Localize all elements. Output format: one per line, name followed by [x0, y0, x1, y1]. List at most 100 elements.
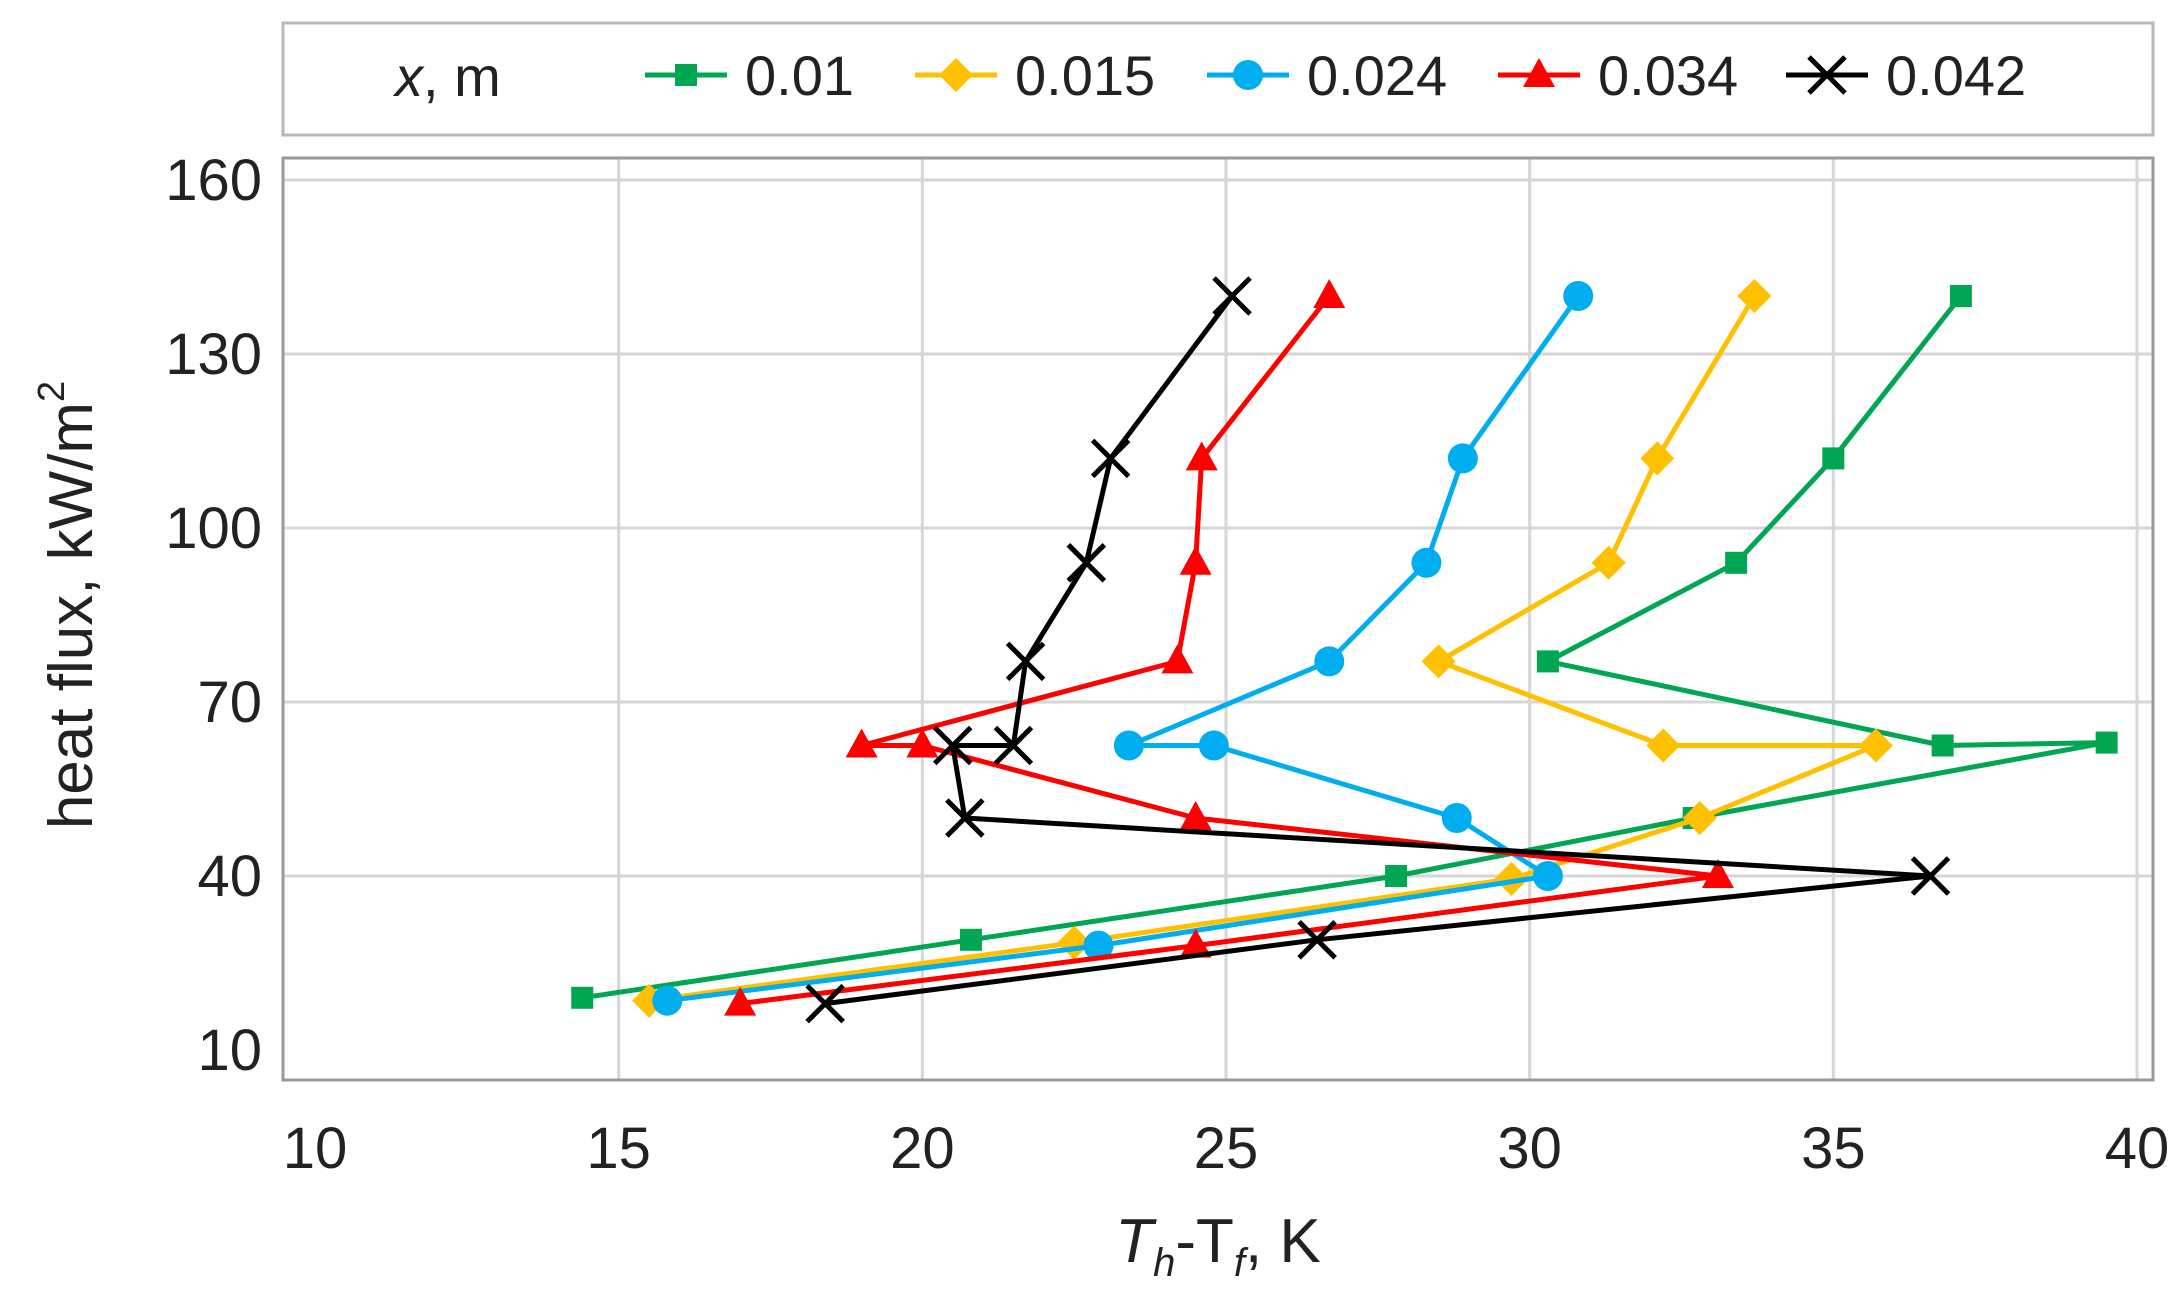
legend-marker: [1807, 55, 1847, 95]
data-point: [1949, 285, 1972, 307]
data-point: [2095, 731, 2118, 754]
data-point: [1161, 644, 1194, 674]
y-title-main: heat flux, kW/m: [37, 402, 106, 829]
data-point: [1179, 801, 1212, 830]
data-point: [1910, 856, 1951, 896]
x-marker-stroke: [932, 725, 973, 766]
data-point: [1701, 859, 1734, 888]
x-axis-title: Th-Tf, K: [1115, 1207, 1321, 1285]
legend: x, m 0.01 0.015 0.024 0.034 0.042: [281, 21, 2155, 137]
x-marker-stroke: [1066, 543, 1107, 583]
x-tick-label: 10: [283, 1116, 348, 1181]
data-point: [1313, 279, 1346, 308]
x-tick-label: 20: [890, 1116, 955, 1181]
y-tick-label: 130: [165, 322, 262, 387]
data-point: [1532, 861, 1563, 891]
data-point: [1411, 547, 1442, 578]
legend-item-0.034: 0.034: [1498, 44, 1738, 107]
legend-item-0.01: 0.01: [645, 44, 854, 107]
series-0.024: [652, 281, 1594, 1016]
legend-item-0.024: 0.024: [1207, 44, 1447, 107]
x-marker-stroke: [1297, 920, 1337, 960]
series-line: [739, 294, 1721, 1007]
data-point: [1113, 730, 1144, 761]
legend-title-var: x: [392, 45, 425, 108]
series-0.01: [571, 285, 2118, 1009]
data-point: [1297, 920, 1337, 960]
x-title-sub1: h: [1153, 1241, 1175, 1285]
y-axis-ticks: 10 40 70 100 130 160: [165, 148, 262, 1083]
legend-label: 0.01: [745, 44, 854, 107]
data-point: [1083, 930, 1114, 961]
data-point: [571, 986, 594, 1009]
data-point: [1314, 646, 1345, 677]
data-point: [1185, 441, 1218, 471]
y-tick-label: 160: [165, 148, 262, 213]
x-tick-label: 35: [1801, 1116, 1866, 1181]
data-point: [945, 798, 985, 838]
data-point: [1090, 438, 1131, 479]
y-tick-label: 10: [197, 1018, 262, 1083]
legend-marker: [1233, 60, 1263, 90]
y-tick-label: 70: [197, 670, 262, 735]
series-line: [824, 294, 1933, 1007]
legend-title: x, m: [392, 45, 501, 108]
data-point: [1591, 545, 1626, 580]
x-tick-label: 25: [1194, 1116, 1259, 1181]
legend-label: 0.024: [1307, 44, 1447, 107]
x-marker-stroke: [805, 983, 845, 1024]
x-marker-stroke: [1910, 856, 1951, 896]
x-title-unit: , K: [1245, 1207, 1321, 1276]
legend-label: 0.042: [1886, 44, 2026, 107]
y-tick-label: 40: [197, 844, 262, 909]
x-title-main: T: [1115, 1207, 1157, 1276]
legend-marker: [939, 58, 973, 92]
y-axis-title: heat flux, kW/m2: [31, 381, 106, 829]
data-point: [1005, 641, 1046, 682]
x-tick-label: 40: [2105, 1116, 2170, 1181]
legend-items: 0.01 0.015 0.024 0.034 0.042: [645, 44, 2026, 107]
data-point: [1179, 928, 1212, 958]
x-marker-stroke: [1005, 641, 1046, 682]
data-point: [1494, 861, 1529, 896]
data-point: [1421, 644, 1456, 679]
data-point: [1682, 801, 1717, 835]
data-point: [1640, 441, 1675, 476]
y-title-sup: 2: [31, 381, 73, 402]
x-title-mid: -T: [1175, 1207, 1234, 1276]
data-point: [1858, 728, 1893, 763]
legend-label: 0.034: [1598, 44, 1738, 107]
data-point: [1198, 730, 1229, 761]
data-point: [1737, 279, 1772, 313]
data-point: [652, 985, 683, 1016]
data-point: [1725, 551, 1748, 574]
x-marker-stroke: [993, 725, 1034, 766]
data-point: [959, 928, 982, 951]
data-point: [1822, 447, 1845, 470]
data-point: [932, 725, 973, 766]
legend-box: [281, 21, 2155, 137]
series-layer: [571, 276, 2118, 1024]
gridlines: [283, 158, 2153, 1080]
legend-item-0.042: 0.042: [1786, 44, 2026, 107]
legend-item-0.015: 0.015: [915, 44, 1155, 107]
data-point: [1385, 865, 1408, 887]
series-0.042: [805, 276, 1951, 1024]
data-point: [1212, 276, 1252, 316]
data-point: [1646, 728, 1681, 763]
data-point: [724, 986, 757, 1016]
x-marker-stroke: [945, 798, 985, 838]
data-point: [805, 983, 845, 1024]
x-tick-label: 15: [586, 1116, 651, 1181]
series-line: [666, 294, 1581, 1004]
series-line: [581, 294, 2110, 1001]
legend-marker: [675, 64, 697, 86]
series-line: [648, 294, 1879, 1004]
legend-title-unit: , m: [423, 45, 501, 108]
x-tick-label: 30: [1497, 1116, 1562, 1181]
x-marker-stroke: [1807, 55, 1847, 95]
y-tick-label: 100: [165, 496, 262, 561]
data-point: [1441, 803, 1472, 833]
x-marker-stroke: [1090, 438, 1131, 479]
